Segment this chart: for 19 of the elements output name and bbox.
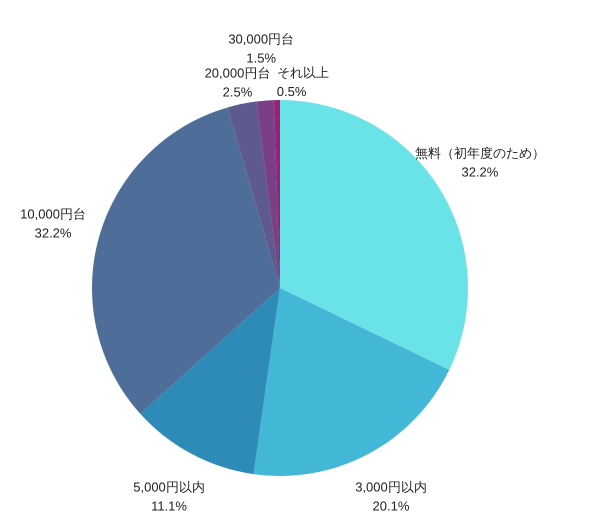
data-label: 0.5% <box>276 84 307 100</box>
data-label: 32.2% <box>461 164 499 180</box>
data-label: 32.2% <box>34 225 72 240</box>
slice-label: 10,000円台 <box>20 206 86 222</box>
pie-slice <box>228 101 280 288</box>
slice-label: 30,000円台 <box>228 32 294 47</box>
slice-label: 20,000円台 <box>204 65 270 80</box>
data-label: 11.1% <box>151 498 188 514</box>
pie-slice <box>92 107 280 414</box>
pie-slice <box>140 288 280 474</box>
pie-slice <box>254 288 450 476</box>
data-label: 20.1% <box>372 498 410 514</box>
data-label: 1.5% <box>246 50 276 66</box>
slice-label: 無料（初年度のため） <box>414 146 545 161</box>
data-label: 2.5% <box>222 84 253 100</box>
slice-label: 5,000円以内 <box>133 479 205 494</box>
pie-slice <box>256 100 280 288</box>
slice-label: 3,000円以内 <box>355 479 427 494</box>
slice-label: それ以上 <box>276 65 329 80</box>
